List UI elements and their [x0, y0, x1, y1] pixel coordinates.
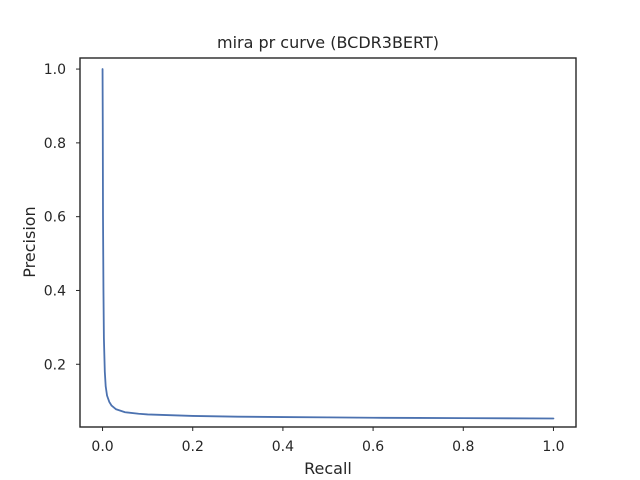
y-tick-label: 0.8: [44, 136, 66, 152]
y-tick-label: 0.2: [44, 357, 66, 373]
axes-frame: [79, 57, 577, 428]
x-tick-label: 0.8: [452, 439, 474, 455]
chart-title: mira pr curve (BCDR3BERT): [217, 33, 439, 52]
x-tick-label: 0.6: [362, 439, 384, 455]
x-tick-label: 0.2: [182, 439, 204, 455]
y-axis: 0.2 0.4 0.6 0.8 1.0: [44, 62, 80, 373]
x-tick-label: 1.0: [542, 439, 564, 455]
y-tick-label: 0.4: [44, 283, 66, 299]
y-tick-label: 1.0: [44, 62, 66, 78]
precision-recall-line: [101, 68, 555, 420]
y-tick-label: 0.6: [44, 210, 66, 226]
x-axis-label: Recall: [304, 459, 352, 478]
x-tick-label: 0.4: [272, 439, 294, 455]
plot-area: [101, 68, 555, 420]
x-tick-label: 0.0: [91, 439, 113, 455]
y-axis-label: Precision: [20, 206, 39, 277]
x-axis: 0.0 0.2 0.4 0.6 0.8 1.0: [91, 427, 565, 455]
